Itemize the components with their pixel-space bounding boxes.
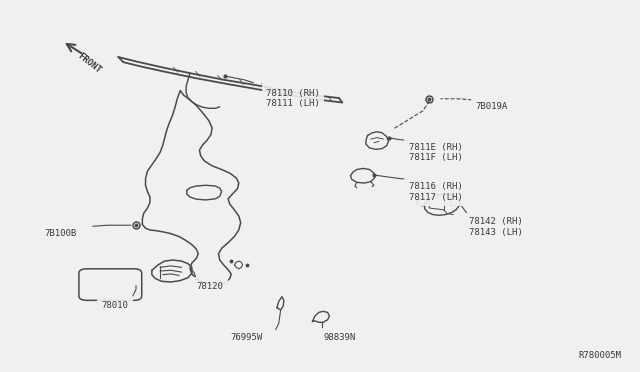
Text: 78010: 78010 [101,301,128,310]
Text: 78116 (RH)
78117 (LH): 78116 (RH) 78117 (LH) [409,182,463,202]
Text: FRONT: FRONT [76,51,102,75]
Text: 76995W: 76995W [230,333,262,341]
Text: 78142 (RH)
78143 (LH): 78142 (RH) 78143 (LH) [469,217,523,237]
Text: R780005M: R780005M [579,351,621,360]
Text: 7811E (RH)
7811F (LH): 7811E (RH) 7811F (LH) [409,143,463,162]
Text: 7B019A: 7B019A [476,102,508,112]
Text: 78120: 78120 [196,282,223,291]
Text: 78110 (RH)
78111 (LH): 78110 (RH) 78111 (LH) [266,89,320,108]
Text: 98839N: 98839N [323,333,355,341]
Text: 7B100B: 7B100B [44,228,76,237]
